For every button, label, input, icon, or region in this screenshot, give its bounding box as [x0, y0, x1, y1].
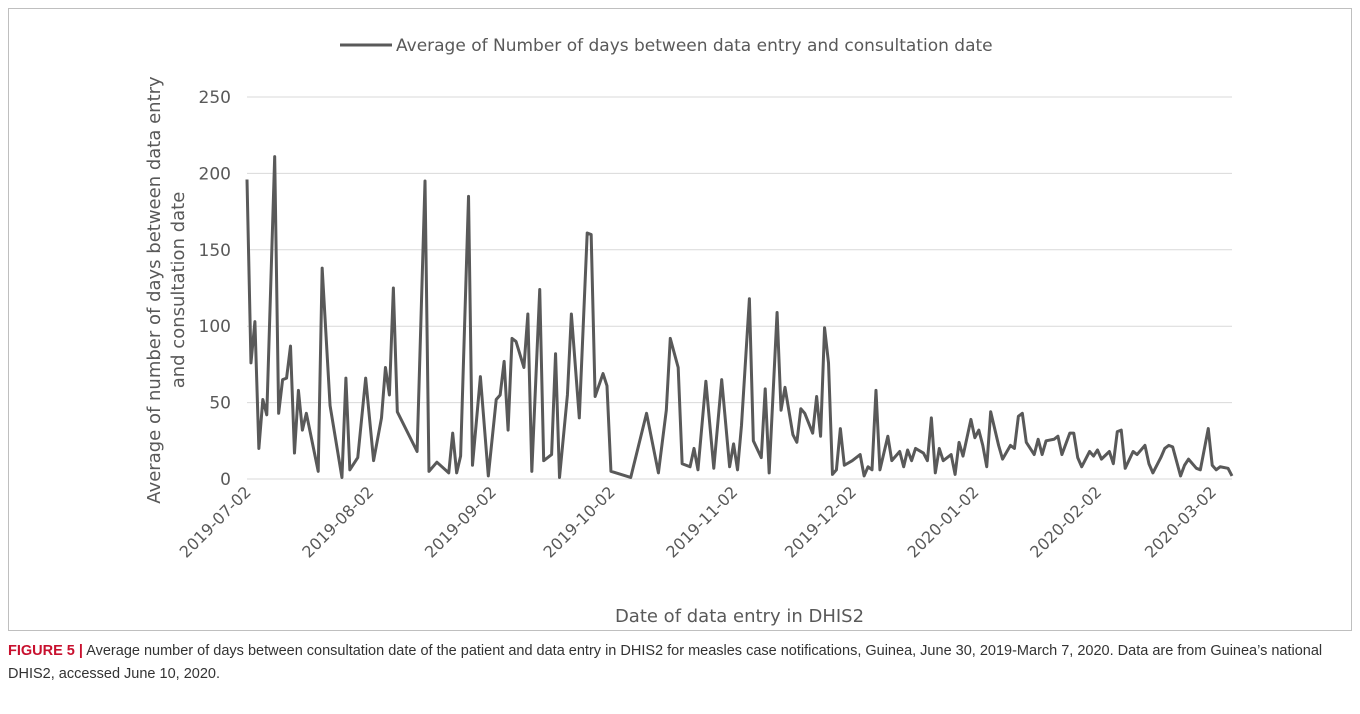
y-axis-label: Average of number of days between data e…	[144, 76, 189, 504]
x-tick-label: 2019-07-02	[176, 482, 255, 561]
x-tick-label: 2020-01-02	[904, 482, 983, 561]
y-tick-label: 50	[209, 394, 231, 414]
data-line	[245, 155, 1234, 479]
y-tick-label: 150	[199, 241, 231, 261]
x-tick-label: 2020-02-02	[1026, 482, 1105, 561]
y-tick-label: 100	[199, 317, 231, 337]
x-axis-label: Date of data entry in DHIS2	[615, 606, 864, 627]
caption-label: FIGURE 5 |	[8, 643, 83, 659]
chart-border	[8, 8, 1352, 631]
y-tick-label: 0	[220, 470, 231, 490]
x-tick-label: 2019-08-02	[298, 482, 377, 561]
y-tick-label: 200	[199, 164, 231, 184]
y-tick-label: 250	[199, 88, 231, 108]
x-tick-label: 2019-09-02	[421, 482, 500, 561]
legend-label: Average of Number of days between data e…	[396, 36, 993, 56]
x-tick-label: 2020-03-02	[1141, 482, 1220, 561]
x-tick-label: 2019-11-02	[662, 482, 741, 561]
x-tick-label: 2019-10-02	[540, 482, 619, 561]
y-axis-label-line: and consultation date	[168, 192, 189, 389]
caption-text: Average number of days between consultat…	[8, 643, 1323, 682]
caption: FIGURE 5 | Average number of days betwee…	[8, 640, 1352, 686]
chart: 0 50 100 150 200 250 2019-07-02 2019-08-02 2019-…	[8, 8, 1352, 631]
x-tick-label: 2019-12-02	[781, 482, 860, 561]
y-axis-label-line: Average of number of days between data e…	[144, 76, 165, 504]
